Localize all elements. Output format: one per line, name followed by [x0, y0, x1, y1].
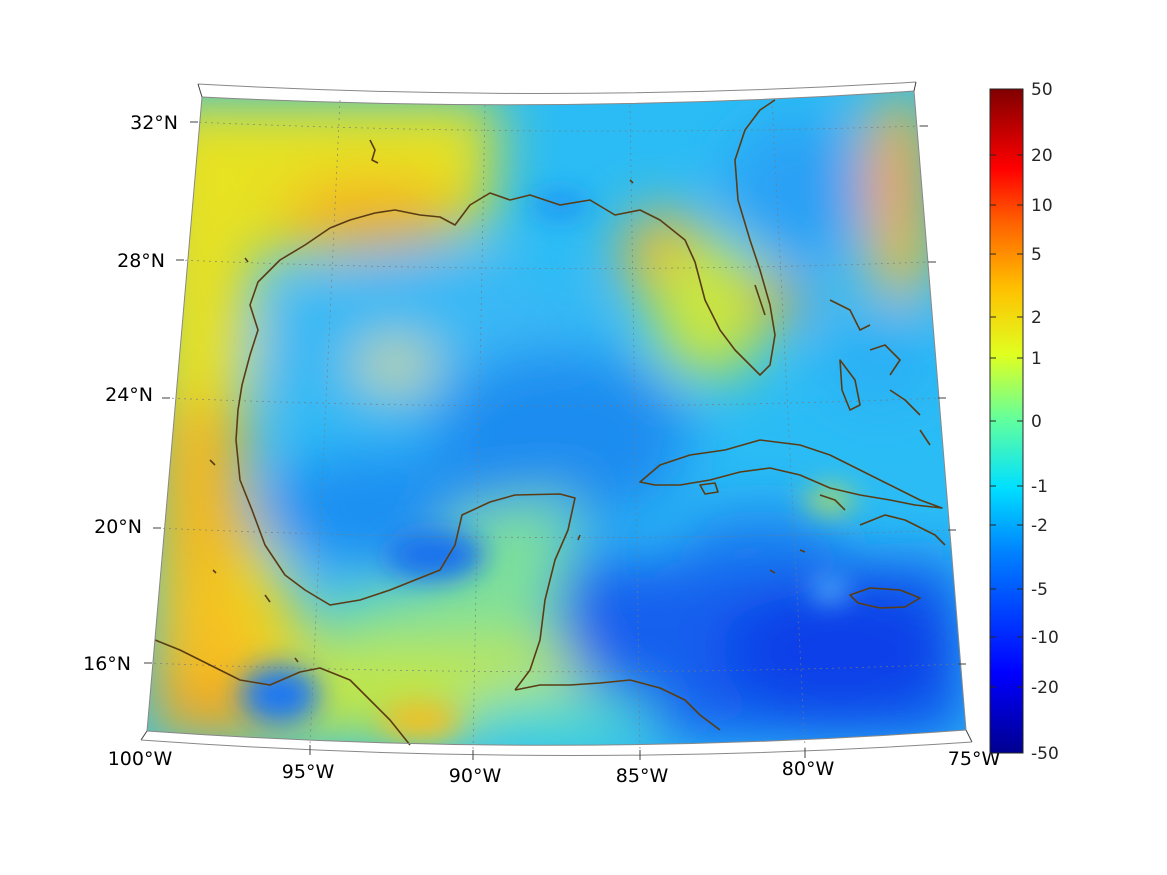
lon-tick-label: 85°W [616, 765, 669, 787]
colorbar-tick-label: 2 [1031, 308, 1042, 328]
lon-tick-label: 90°W [449, 765, 502, 787]
colorbar-tick-label: -50 [1031, 744, 1059, 764]
lon-tick-label: 100°W [108, 748, 173, 770]
colorbar-tick-label: 1 [1031, 349, 1042, 369]
lat-tick-label: 16°N [83, 653, 131, 675]
colorbar-tick-label: -5 [1031, 580, 1048, 600]
colorbar-tick-label: -20 [1031, 678, 1059, 698]
colorbar-tick-label: 0 [1031, 412, 1042, 432]
lat-tick-labels: 32°N 28°N 24°N 20°N 16°N [83, 112, 178, 675]
lat-tick-label: 32°N [130, 112, 178, 134]
lon-tick-label: 75°W [948, 748, 1001, 770]
lon-tick-labels: 100°W 95°W 90°W 85°W 80°W 75°W [108, 748, 1001, 787]
colorbar-tick-label: -10 [1031, 628, 1059, 648]
colorbar-tick-label: -2 [1031, 516, 1048, 536]
coastlines [154, 99, 946, 746]
colorbar-tick-label: 10 [1031, 196, 1053, 216]
lat-tick-label: 20°N [94, 516, 142, 538]
lat-tick-label: 28°N [117, 250, 165, 272]
lat-tick-label: 24°N [105, 384, 153, 406]
colorbar-tick-label: 5 [1031, 245, 1042, 265]
map-frame [140, 81, 973, 760]
lon-tick-label: 95°W [282, 761, 335, 783]
lon-tick-label: 80°W [782, 758, 835, 780]
graticule [147, 99, 959, 751]
map-field [147, 91, 966, 746]
colorbar-tick-label: 20 [1031, 146, 1053, 166]
colorbar-tick-label: 50 [1031, 80, 1053, 100]
colorbar-tick-label: -1 [1031, 477, 1048, 497]
